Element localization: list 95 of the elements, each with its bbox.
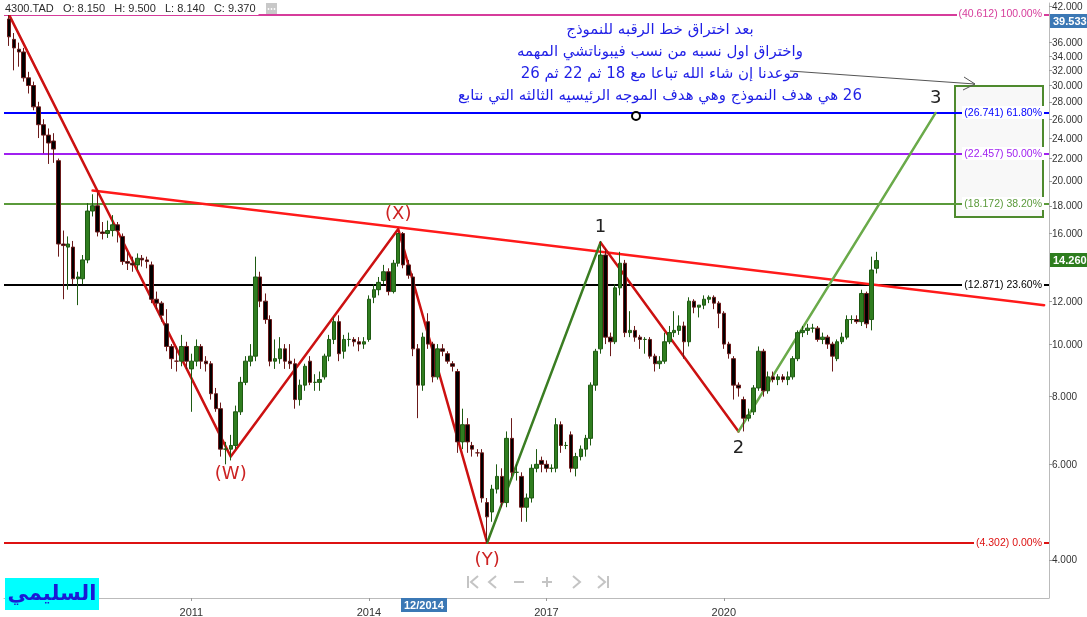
candlestick	[519, 471, 524, 523]
y-tick-label: 8.000	[1052, 391, 1078, 403]
candlestick	[485, 497, 489, 544]
candlestick	[115, 221, 120, 243]
text: 12/2014	[401, 598, 447, 612]
candlestick	[746, 408, 751, 422]
annotation: السليمي	[5, 578, 99, 610]
x-tick-label: 2017	[534, 605, 559, 617]
candlestick	[362, 336, 366, 350]
candlestick	[450, 360, 455, 373]
candlestick	[460, 408, 465, 450]
chart-title: 4300.TAD O: 8.150 H: 9.500 L: 8.140 C: 9.370	[5, 1, 256, 14]
candlestick	[643, 336, 647, 355]
candlestick	[504, 430, 509, 508]
ref-line-label: (40.612) 100.00%	[956, 7, 1044, 21]
candlestick	[628, 310, 632, 338]
y-tick-label: 30.000	[1052, 80, 1084, 92]
candlestick	[435, 343, 440, 381]
y-tick-label: 16.000	[1052, 227, 1084, 239]
y-tick-label: 12.000	[1052, 295, 1084, 307]
y-tick-label: 6.000	[1052, 458, 1078, 470]
candlestick	[569, 430, 573, 473]
annotation: 2	[732, 435, 745, 457]
candlestick	[135, 252, 140, 271]
candlestick	[761, 348, 766, 398]
candlestick	[741, 396, 746, 432]
y-tick-label: 20.000	[1052, 175, 1084, 187]
y-tick-label: 36.000	[1052, 37, 1084, 49]
text: 39.533	[1050, 14, 1087, 28]
x-tick-label: 2011	[179, 605, 204, 617]
annotation: 3	[929, 85, 942, 107]
candlestick	[869, 256, 874, 331]
candlestick	[559, 420, 563, 454]
candlestick	[440, 343, 445, 357]
y-tick-label: 18.000	[1052, 200, 1084, 212]
annotation: واختراق اول نسبه من نسب فيبوناتشي المهمه	[516, 41, 804, 62]
candlestick	[381, 264, 386, 285]
candlestick	[337, 314, 341, 362]
y-tick-label: 42.000	[1052, 0, 1084, 12]
candlestick	[342, 334, 346, 360]
annotation: (W)	[214, 461, 247, 483]
ref-line-label: (12.871) 23.60%	[962, 277, 1044, 291]
annotation: 26 هي هدف النموذج وهي هدف الموجه الرئيسيه الثالثه التي نتابع	[457, 85, 863, 106]
candlestick	[179, 334, 184, 367]
candlestick	[687, 296, 691, 347]
annotation: بعد اختراق خط الرقبه للنموذج	[565, 19, 755, 40]
candlestick	[859, 289, 864, 327]
candlestick	[317, 371, 322, 392]
annotation: (X)	[385, 201, 412, 223]
candlestick	[308, 355, 312, 386]
candlestick	[12, 32, 16, 71]
y-tick-label: 24.000	[1052, 132, 1084, 144]
candlestick	[7, 13, 11, 47]
candlestick	[820, 332, 825, 345]
candlestick	[510, 417, 514, 477]
candlestick	[184, 341, 189, 370]
ref-line-label: (26.741) 61.80%	[962, 105, 1044, 119]
y-tick-label: 26.000	[1052, 113, 1084, 125]
y-tick-label: 10.000	[1052, 338, 1084, 350]
x-tick-label: 2014	[356, 605, 382, 617]
candlestick	[771, 371, 775, 383]
y-tick-label: 28.000	[1052, 96, 1084, 108]
ref-line-label: (18.172) 38.20%	[962, 196, 1044, 210]
y-tick-label: 4.000	[1052, 554, 1078, 566]
candlestick	[781, 373, 785, 383]
ref-line-label: (4.302) 0.00%	[974, 535, 1044, 549]
candlestick	[465, 417, 470, 454]
candlestick	[480, 448, 484, 504]
candlestick	[500, 467, 504, 508]
candlestick	[367, 294, 371, 343]
candlestick	[174, 345, 179, 373]
candlestick	[874, 251, 879, 274]
annotation: موعدنا إن شاء الله تباعا مع 18 ثم 22 ثم 26	[519, 63, 801, 84]
candlestick	[554, 417, 558, 473]
candlestick	[66, 235, 70, 291]
candlestick	[776, 373, 780, 386]
candlestick	[815, 325, 820, 343]
candlestick	[514, 463, 519, 482]
text: 14.260	[1050, 252, 1087, 267]
candlestick	[766, 371, 770, 395]
y-tick-label: 32.000	[1052, 64, 1084, 76]
annotation: 1	[594, 214, 607, 236]
x-tick-label: 2020	[711, 605, 737, 617]
candlestick	[692, 298, 696, 314]
candlestick	[682, 321, 686, 360]
annotation: (Y)	[474, 547, 500, 569]
candlestick	[854, 314, 859, 325]
candlestick	[421, 332, 425, 392]
ref-line-label: (22.457) 50.00%	[962, 146, 1044, 160]
candlestick	[864, 291, 869, 329]
candlestick	[347, 332, 351, 347]
y-tick-label: 34.000	[1052, 50, 1084, 62]
y-tick-label: 22.000	[1052, 153, 1084, 165]
candlestick	[445, 350, 450, 365]
candlestick	[455, 368, 460, 454]
